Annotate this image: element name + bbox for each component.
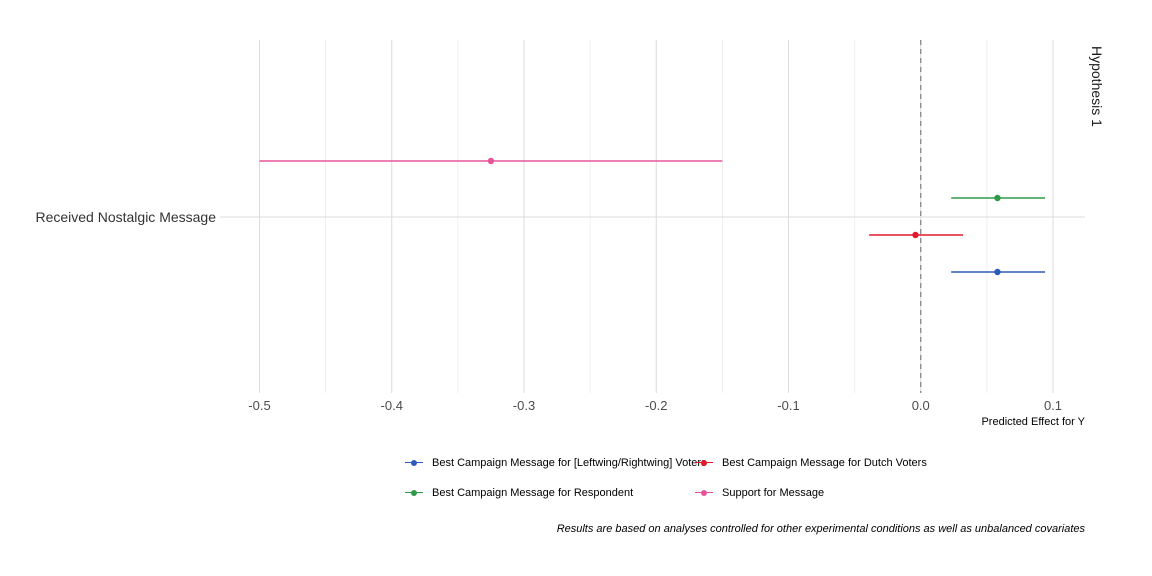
point-estimate [487, 157, 495, 165]
x-axis: -0.5 -0.4 -0.3 -0.2 -0.1 0.0 0.1 [248, 398, 1062, 413]
series-group [259, 157, 723, 165]
legend-item-respondent: Best Campaign Message for Respondent [404, 487, 633, 499]
series-layer [259, 157, 1046, 276]
series-group [951, 194, 1046, 202]
legend-key [694, 488, 714, 498]
legend-label: Best Campaign Message for [Leftwing/Righ… [432, 457, 707, 469]
legend-item-dutch-voters: Best Campaign Message for Dutch Voters [694, 457, 927, 469]
legend-item-leftright-voters: Best Campaign Message for [Leftwing/Righ… [404, 457, 707, 469]
point-estimate [912, 231, 919, 239]
x-tick-label: -0.4 [381, 398, 403, 413]
x-tick-label: 0.1 [1044, 398, 1062, 413]
x-tick-label: -0.2 [645, 398, 667, 413]
legend-label: Support for Message [722, 487, 825, 499]
legend-label: Best Campaign Message for Dutch Voters [722, 457, 927, 469]
series-group [869, 231, 964, 239]
legend-item-support: Support for Message [694, 487, 824, 499]
grid-layer [220, 40, 1085, 393]
x-tick-label: -0.1 [777, 398, 799, 413]
x-tick-label: -0.5 [248, 398, 270, 413]
point-estimate [994, 268, 1001, 276]
series-group [951, 268, 1046, 276]
x-axis-title: Predicted Effect for Y [981, 416, 1085, 428]
legend-key [694, 458, 714, 468]
point-estimate [994, 194, 1001, 202]
caption: Results are based on analyses controlled… [556, 523, 1085, 535]
y-category-label: Received Nostalgic Message [35, 209, 216, 225]
x-tick-label: 0.0 [912, 398, 930, 413]
legend-key [404, 488, 424, 498]
legend-label: Best Campaign Message for Respondent [432, 487, 634, 499]
facet-strip-label: Hypothesis 1 [1089, 46, 1105, 127]
legend-key [404, 458, 424, 468]
x-tick-label: -0.3 [513, 398, 535, 413]
